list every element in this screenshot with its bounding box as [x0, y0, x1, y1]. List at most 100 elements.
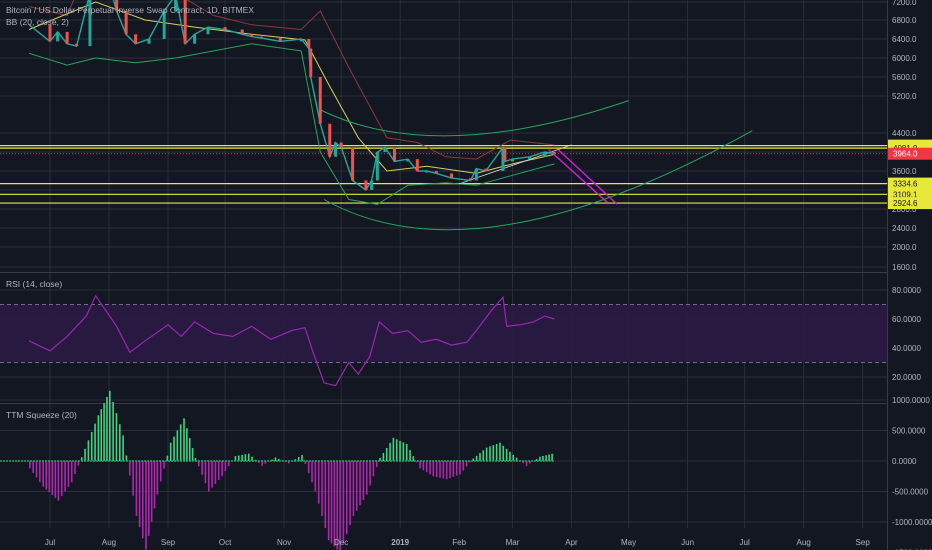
price-candle: [333, 142, 337, 157]
squeeze-bar: [365, 461, 368, 495]
price-candle: [501, 147, 505, 171]
squeeze-bar: [333, 461, 336, 547]
price-candle: [115, 0, 119, 11]
price-tick-label: 6400.0: [892, 35, 917, 44]
squeeze-bar: [145, 461, 147, 550]
price-tick-label: 5200.0: [892, 92, 917, 101]
price-candle: [434, 171, 438, 174]
squeeze-bar: [39, 461, 41, 483]
price-candle: [65, 31, 69, 44]
price-levels: [0, 145, 887, 204]
squeeze-indicator-label: TTM Squeeze (20): [6, 410, 77, 420]
squeeze-bar: [532, 461, 535, 462]
squeeze-bar: [442, 461, 445, 479]
price-candle: [193, 34, 197, 44]
squeeze-bar: [392, 437, 395, 461]
squeeze-bar: [336, 461, 339, 550]
time-tick-label: Jul: [45, 538, 55, 547]
squeeze-bar: [207, 461, 210, 492]
squeeze-bar: [163, 461, 165, 469]
squeeze-bar: [156, 461, 159, 495]
squeeze-bar: [379, 457, 381, 461]
price-tick-label: 3600.0: [892, 167, 917, 176]
rsi-tick-label: 40.0000: [892, 344, 921, 353]
squeeze-bar: [475, 455, 478, 461]
rsi-tick-label: 20.0000: [892, 373, 921, 382]
squeeze-bar: [60, 461, 63, 497]
rsi-panel[interactable]: 20.0000 40.0000 60.0000 80.0000: [0, 273, 921, 403]
squeeze-bar: [221, 461, 223, 477]
squeeze-bar: [342, 461, 345, 544]
squeeze-bar: [277, 458, 280, 461]
squeeze-bar: [495, 443, 498, 461]
squeeze-bar: [244, 454, 247, 461]
squeeze-bar: [324, 461, 327, 529]
price-panel[interactable]: 1600.02000.02400.02800.03200.03600.04000…: [0, 0, 932, 272]
time-tick-label: Oct: [219, 538, 232, 547]
price-candle: [351, 147, 355, 181]
price-candle: [240, 29, 244, 35]
price-candle: [147, 39, 151, 44]
squeeze-bar: [106, 396, 108, 461]
squeeze-bar: [439, 461, 441, 478]
squeeze-bar: [103, 403, 105, 461]
arc-lower-curve: [323, 130, 753, 231]
squeeze-bar: [535, 459, 538, 461]
time-tick-label: Dec: [334, 538, 348, 547]
time-axis[interactable]: Jul Aug Sep Oct Nov Dec 2019 Feb Mar Apr May Jun Jul…: [45, 538, 870, 547]
squeeze-bar: [271, 459, 273, 461]
squeeze-bar: [452, 461, 455, 477]
squeeze-bar: [169, 442, 172, 461]
bb-indicator-label: BB (20, close, 2): [6, 17, 69, 27]
price-candle: [510, 159, 514, 162]
price-candle: [259, 36, 263, 39]
squeeze-bar: [345, 461, 348, 535]
price-candle: [278, 38, 282, 42]
price-tick-label: 2800.0: [892, 205, 917, 214]
squeeze-bar: [159, 461, 162, 482]
level-price-label: 2924.6: [893, 199, 918, 208]
squeeze-bar: [529, 461, 531, 464]
time-tick-label: Sep: [161, 538, 176, 547]
price-candle: [469, 178, 473, 181]
squeeze-bar: [138, 461, 141, 528]
squeeze-bar: [153, 461, 156, 509]
time-tick-label: 2019: [391, 538, 409, 547]
squeeze-bar: [330, 461, 333, 544]
rsi-series: [28, 294, 555, 387]
squeeze-bar: [176, 430, 179, 461]
squeeze-bar: [542, 455, 544, 461]
squeeze-bar: [125, 455, 128, 461]
price-candle: [415, 159, 419, 171]
squeeze-bar: [191, 448, 194, 461]
squeeze-bar: [70, 461, 73, 483]
squeeze-bar: [327, 461, 330, 541]
bollinger-lower-band: [28, 43, 555, 205]
squeeze-bar: [257, 461, 260, 463]
squeeze-bar: [548, 454, 550, 461]
squeeze-tick-label: 500.0000: [892, 427, 926, 436]
squeeze-bar: [349, 461, 351, 526]
squeeze-bar: [485, 447, 488, 461]
squeeze-bar: [405, 443, 408, 461]
price-candle: [318, 77, 322, 124]
time-tick-label: Apr: [565, 538, 578, 547]
price-candle: [339, 142, 343, 148]
squeeze-bar: [317, 461, 320, 504]
squeeze-bar: [115, 413, 118, 461]
time-tick-label: Aug: [797, 538, 811, 547]
squeeze-bar: [29, 461, 31, 469]
level-price-label: 3109.1: [893, 190, 918, 199]
squeeze-panel[interactable]: -1500.0000 -1000.0000 -500.0000 0.0000 500.0…: [0, 390, 932, 550]
squeeze-bar: [224, 461, 227, 472]
price-candle: [474, 168, 478, 181]
squeeze-bar: [211, 461, 213, 488]
time-tick-label: Sep: [856, 538, 871, 547]
squeeze-bar: [241, 454, 243, 461]
squeeze-bar: [482, 450, 485, 461]
rsi-tick-label: 80.0000: [892, 286, 921, 295]
squeeze-bar: [112, 401, 114, 461]
squeeze-bar: [372, 461, 375, 477]
